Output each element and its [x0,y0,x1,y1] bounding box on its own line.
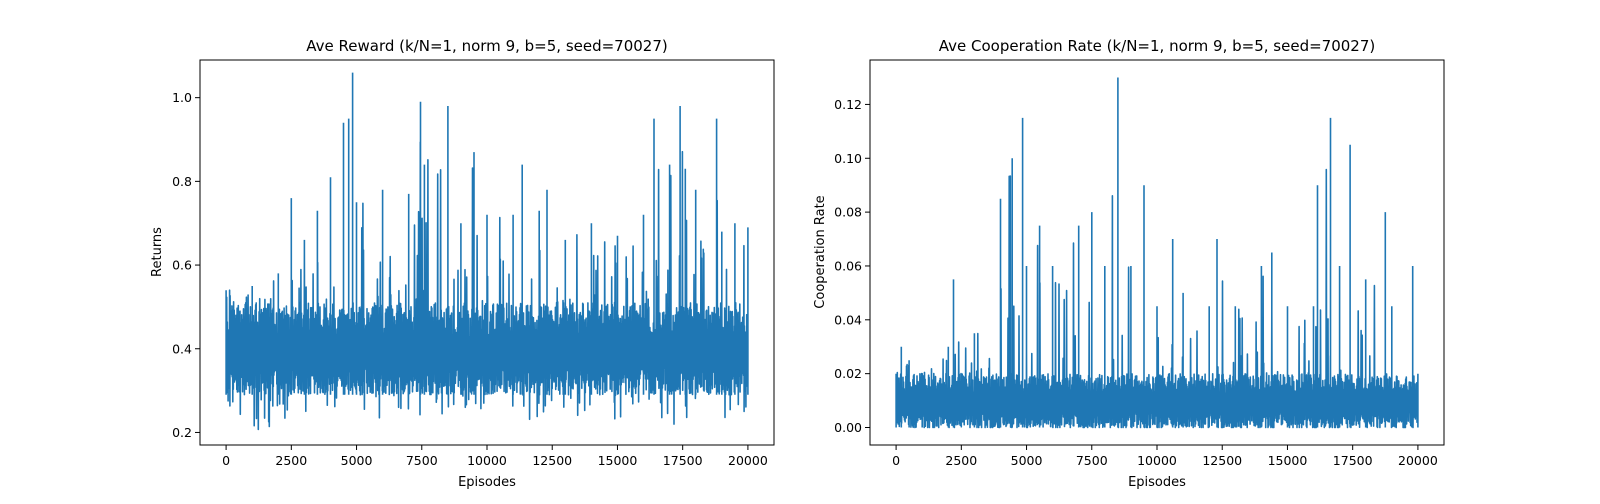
reward-y-tick-label: 1.0 [172,90,192,105]
reward-y-tick-label: 0.6 [172,258,192,273]
reward-x-tick-label: 5000 [341,453,373,468]
cooperation-chart-title: Ave Cooperation Rate (k/N=1, norm 9, b=5… [939,37,1375,55]
reward-x-ticks: 0 2500 5000 7500 10000 12500 15000 17500 20000 [222,445,768,468]
cooperation-y-tick-label: 0.12 [834,97,862,112]
cooperation-x-tick-label: 12500 [1202,453,1242,468]
cooperation-y-ticks: 0.00 0.02 0.04 0.06 0.08 0.10 0.12 [834,97,870,435]
cooperation-x-tick-label: 20000 [1398,453,1438,468]
cooperation-y-tick-label: 0.00 [834,420,862,435]
cooperation-y-tick-label: 0.06 [834,258,862,273]
reward-y-ticks: 0.2 0.4 0.6 0.8 1.0 [172,90,200,440]
cooperation-plot-area [895,77,1419,429]
cooperation-x-tick-label: 0 [892,453,900,468]
cooperation-chart: 0 2500 5000 7500 10000 12500 15000 17500 20000 0… [813,37,1445,490]
reward-series-line [225,72,749,431]
reward-x-tick-label: 20000 [728,453,768,468]
reward-x-tick-label: 0 [222,453,230,468]
cooperation-y-axis-label: Cooperation Rate [813,195,828,308]
reward-plot-area [225,72,749,431]
reward-chart-title: Ave Reward (k/N=1, norm 9, b=5, seed=700… [306,37,668,55]
reward-x-tick-label: 12500 [532,453,572,468]
reward-y-tick-label: 0.8 [172,174,192,189]
reward-y-axis-label: Returns [150,227,165,277]
cooperation-x-tick-label: 15000 [1268,453,1308,468]
reward-x-axis-label: Episodes [458,475,516,490]
reward-y-tick-label: 0.4 [172,341,192,356]
cooperation-y-tick-label: 0.02 [834,366,862,381]
cooperation-series-line [895,77,1419,429]
cooperation-y-tick-label: 0.04 [834,312,862,327]
reward-chart: 0 2500 5000 7500 10000 12500 15000 17500 20000 0… [150,37,775,490]
cooperation-y-tick-label: 0.10 [834,151,862,166]
cooperation-x-tick-label: 7500 [1076,453,1108,468]
reward-x-tick-label: 10000 [467,453,507,468]
cooperation-x-ticks: 0 2500 5000 7500 10000 12500 15000 17500 20000 [892,445,1438,468]
reward-y-tick-label: 0.2 [172,425,192,440]
reward-x-tick-label: 15000 [598,453,638,468]
reward-x-tick-label: 17500 [663,453,703,468]
cooperation-x-tick-label: 17500 [1333,453,1373,468]
reward-x-tick-label: 7500 [406,453,438,468]
cooperation-x-tick-label: 2500 [945,453,977,468]
cooperation-x-tick-label: 10000 [1137,453,1177,468]
cooperation-x-axis-label: Episodes [1128,475,1186,490]
reward-x-tick-label: 2500 [275,453,307,468]
cooperation-x-tick-label: 5000 [1011,453,1043,468]
cooperation-y-tick-label: 0.08 [834,205,862,220]
